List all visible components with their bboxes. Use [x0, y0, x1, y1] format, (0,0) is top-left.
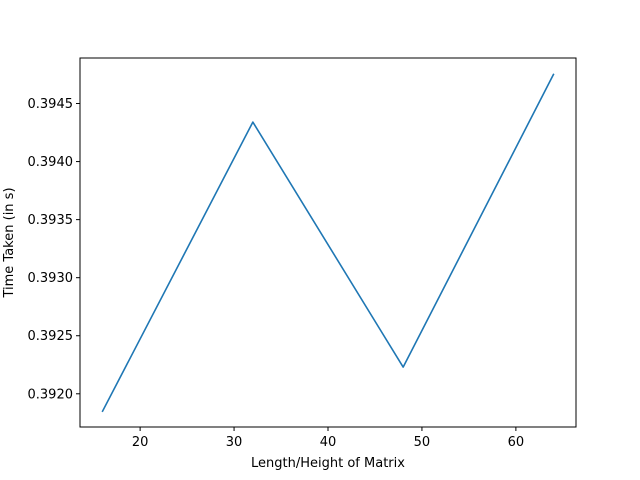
x-tick-label: 40 [320, 435, 337, 450]
y-tick-label: 0.3945 [28, 97, 74, 112]
x-tick-label: 20 [132, 435, 149, 450]
y-tick-label: 0.3925 [28, 329, 74, 344]
y-axis-ticks: 0.3920 0.3925 0.3930 0.3935 0.3940 0.3945 [28, 97, 80, 402]
y-axis-label: Time Taken (in s) [2, 187, 17, 298]
x-axis-ticks: 20 30 40 50 60 [132, 427, 524, 450]
y-tick-label: 0.3935 [28, 213, 74, 228]
x-tick-label: 30 [226, 435, 243, 450]
plot-area [80, 58, 576, 427]
series-line-time [101, 73, 555, 413]
y-tick-label: 0.3940 [28, 155, 74, 170]
y-tick-label: 0.3920 [28, 387, 74, 402]
x-axis-label: Length/Height of Matrix [251, 456, 405, 471]
series-layer [101, 73, 555, 413]
y-tick-label: 0.3930 [28, 271, 74, 286]
x-tick-label: 50 [414, 435, 431, 450]
x-tick-label: 60 [508, 435, 525, 450]
